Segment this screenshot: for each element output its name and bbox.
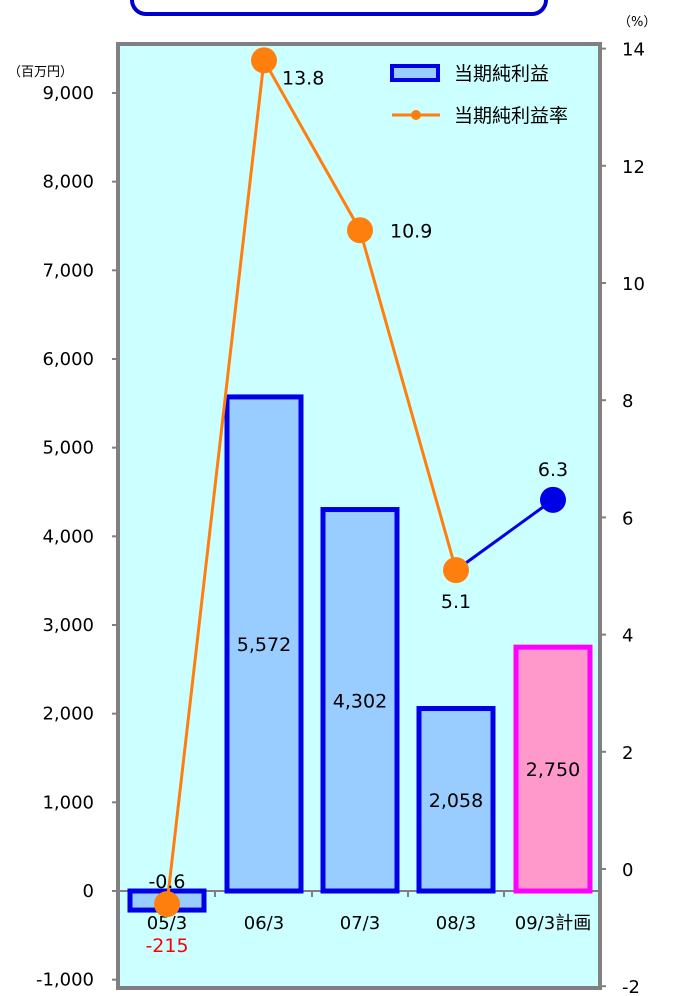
line-point (443, 557, 469, 584)
right-axis-tick-label: 14 (622, 40, 645, 61)
left-axis-tick-label: 0 (83, 881, 94, 902)
bar (416, 706, 496, 894)
category-label: 05/3 (147, 913, 187, 934)
left-axis-tick-label: 8,000 (42, 172, 94, 193)
category-label: 09/3計画 (515, 913, 591, 934)
right-axis-tick-label: 10 (622, 274, 645, 295)
line-path (165, 55, 458, 905)
legend-line-label: 当期純利益率 (454, 105, 568, 127)
bar (513, 644, 593, 894)
bar (224, 394, 304, 894)
bar-value-label: 2,058 (429, 790, 483, 812)
left-axis-tick-label: 2,000 (42, 704, 94, 725)
bar-series (127, 394, 593, 913)
category-label: 06/3 (244, 913, 284, 934)
left-axis-tick-label: 1,000 (42, 792, 94, 813)
right-axis-tick-label: 0 (622, 860, 633, 881)
left-axis-tick-label: 9,000 (42, 83, 94, 104)
plan-line-path (455, 498, 554, 572)
line-point (347, 217, 373, 244)
title-box (130, 0, 548, 16)
legend-bar-label: 当期純利益 (454, 63, 549, 85)
left-axis-unit: （百万円） (8, 65, 73, 80)
right-axis-tick-label: 6 (622, 508, 633, 529)
category-label: 08/3 (436, 913, 476, 934)
bar (320, 507, 400, 894)
right-axis-tick-label: 8 (622, 391, 633, 412)
line-value-label: -0.6 (148, 871, 185, 893)
category-label: 07/3 (340, 913, 380, 934)
line-value-label: 13.8 (282, 67, 324, 89)
bar-value-label: -215 (145, 935, 188, 957)
right-axis-unit: （%） (618, 15, 656, 30)
right-axis-tick-label: 2 (622, 743, 633, 764)
legend: 当期純利益 当期純利益率 (390, 63, 568, 127)
line-value-label: 10.9 (390, 220, 432, 242)
bar-value-label: 5,572 (237, 634, 291, 656)
line-point (540, 486, 566, 513)
line-value-label: 5.1 (441, 591, 471, 613)
legend-bar-swatch (390, 64, 440, 82)
right-axis-tick-label: -2 (622, 977, 640, 996)
bar-value-label: 4,302 (333, 690, 387, 712)
line-series (154, 47, 566, 918)
line-point (251, 47, 277, 74)
legend-line-marker (411, 110, 421, 120)
left-axis-tick-label: 5,000 (42, 438, 94, 459)
left-axis-tick-label: 6,000 (42, 349, 94, 370)
right-axis-tick-label: 4 (622, 626, 633, 647)
data-labels: -215 5,572 4,302 2,058 2,750 -0.6 13.8 10.9 5.1 6… (145, 67, 580, 957)
right-axis-tick-label: 12 (622, 157, 645, 178)
line-value-label: 6.3 (538, 459, 568, 481)
bar-value-label: 2,750 (526, 759, 580, 781)
left-axis-tick-label: -1,000 (36, 970, 94, 991)
line-point (154, 891, 180, 918)
left-axis-tick-label: 7,000 (42, 260, 94, 281)
left-axis-tick-label: 3,000 (42, 615, 94, 636)
left-axis-tick-label: 4,000 (42, 526, 94, 547)
